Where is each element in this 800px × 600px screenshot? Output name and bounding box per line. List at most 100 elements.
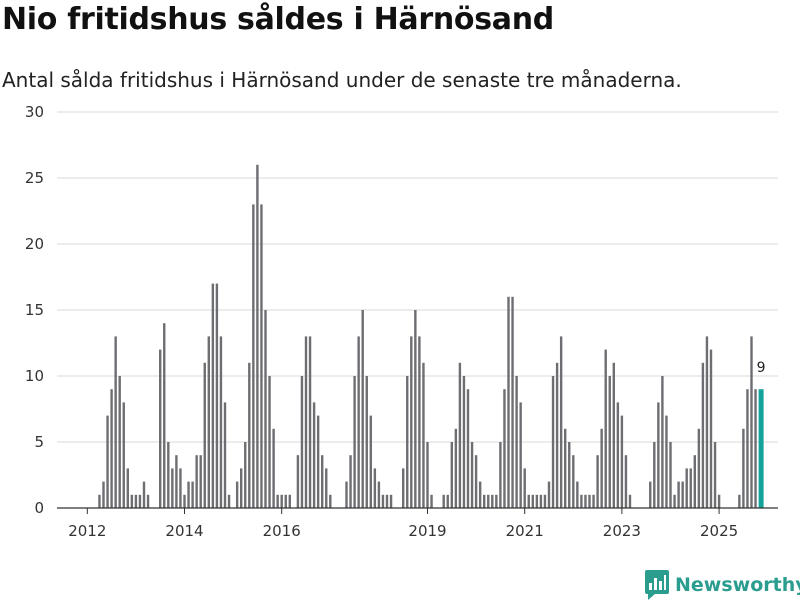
bar — [620, 415, 624, 508]
bar — [264, 310, 267, 508]
bar — [539, 494, 543, 508]
bar — [126, 468, 129, 508]
bar — [248, 362, 251, 508]
bar — [329, 494, 332, 508]
x-tick-label: 2021 — [506, 522, 544, 540]
bar — [219, 336, 223, 508]
bar — [325, 468, 328, 508]
bar — [608, 376, 611, 508]
bar — [511, 296, 514, 508]
bar — [446, 494, 449, 508]
bar — [365, 376, 368, 508]
y-tick-label: 25 — [25, 169, 44, 187]
bar — [519, 402, 522, 508]
bar — [304, 336, 308, 508]
bar — [616, 402, 620, 508]
x-tick-label: 2016 — [263, 522, 301, 540]
bar — [369, 415, 372, 508]
bar — [535, 494, 539, 508]
bar — [568, 442, 571, 508]
chart-title: Nio fritidshus såldes i Härnösand — [2, 2, 554, 37]
bar — [98, 494, 101, 508]
bar — [746, 389, 749, 508]
x-axis-ticks: 2012 2014 2016 2019 2021 2023 2025 — [68, 508, 738, 540]
bar — [414, 310, 417, 508]
bar — [474, 455, 478, 508]
bar — [551, 376, 555, 508]
bar — [252, 204, 255, 508]
bar — [349, 455, 352, 508]
bar — [515, 376, 518, 508]
x-tick-label: 2025 — [700, 522, 738, 540]
y-tick-label: 0 — [34, 499, 44, 517]
bar — [308, 336, 312, 508]
bar — [495, 494, 498, 508]
bar — [584, 494, 587, 508]
bar — [717, 494, 721, 508]
y-tick-label: 20 — [25, 235, 44, 253]
bar — [146, 494, 150, 508]
bar — [555, 362, 559, 508]
bar — [507, 296, 510, 508]
bar — [377, 481, 381, 508]
bar — [596, 455, 599, 508]
bar — [187, 481, 190, 508]
annotations: 9 — [757, 360, 766, 376]
bar — [705, 336, 709, 508]
bar — [215, 283, 219, 508]
bar — [207, 336, 210, 508]
bar — [276, 494, 279, 508]
bar — [450, 442, 453, 508]
bar — [272, 428, 275, 508]
y-axis-labels: 0 5 10 15 20 25 30 — [25, 103, 44, 517]
bar — [470, 442, 474, 508]
bar — [418, 336, 421, 508]
bar — [491, 494, 494, 508]
bar — [316, 415, 320, 508]
bar — [183, 494, 186, 508]
bar — [175, 455, 178, 508]
bar — [462, 376, 466, 508]
bar — [693, 455, 696, 508]
bar — [628, 494, 632, 508]
bar — [256, 164, 259, 509]
bar — [624, 455, 628, 508]
bar — [742, 428, 745, 508]
newsworthy-logo: Newsworthy — [645, 570, 800, 600]
bar — [260, 204, 263, 508]
bar — [685, 468, 688, 508]
bar — [750, 336, 753, 508]
bar — [483, 494, 486, 508]
bar — [345, 481, 348, 508]
bar — [211, 283, 215, 508]
bar — [203, 362, 206, 508]
bar — [118, 376, 121, 508]
bar — [195, 455, 198, 508]
bar — [458, 362, 462, 508]
y-tick-label: 15 — [25, 301, 44, 319]
bar — [580, 494, 583, 508]
gridlines — [57, 111, 778, 443]
bar — [738, 494, 741, 508]
bar — [159, 349, 162, 508]
bar — [669, 442, 672, 508]
y-tick-label: 5 — [34, 433, 44, 451]
bar — [179, 468, 182, 508]
bar — [661, 376, 664, 508]
bar — [430, 494, 433, 508]
bar — [410, 336, 413, 508]
bar — [134, 494, 138, 508]
bar — [523, 468, 526, 508]
bar — [576, 481, 579, 508]
bar — [402, 468, 405, 508]
bar — [171, 468, 174, 508]
bar — [361, 310, 364, 508]
bar — [478, 481, 482, 508]
bar — [288, 494, 291, 508]
y-tick-label: 30 — [25, 103, 44, 121]
bar — [163, 323, 166, 508]
bar — [709, 349, 713, 508]
bar — [321, 455, 324, 508]
bar — [199, 455, 202, 508]
